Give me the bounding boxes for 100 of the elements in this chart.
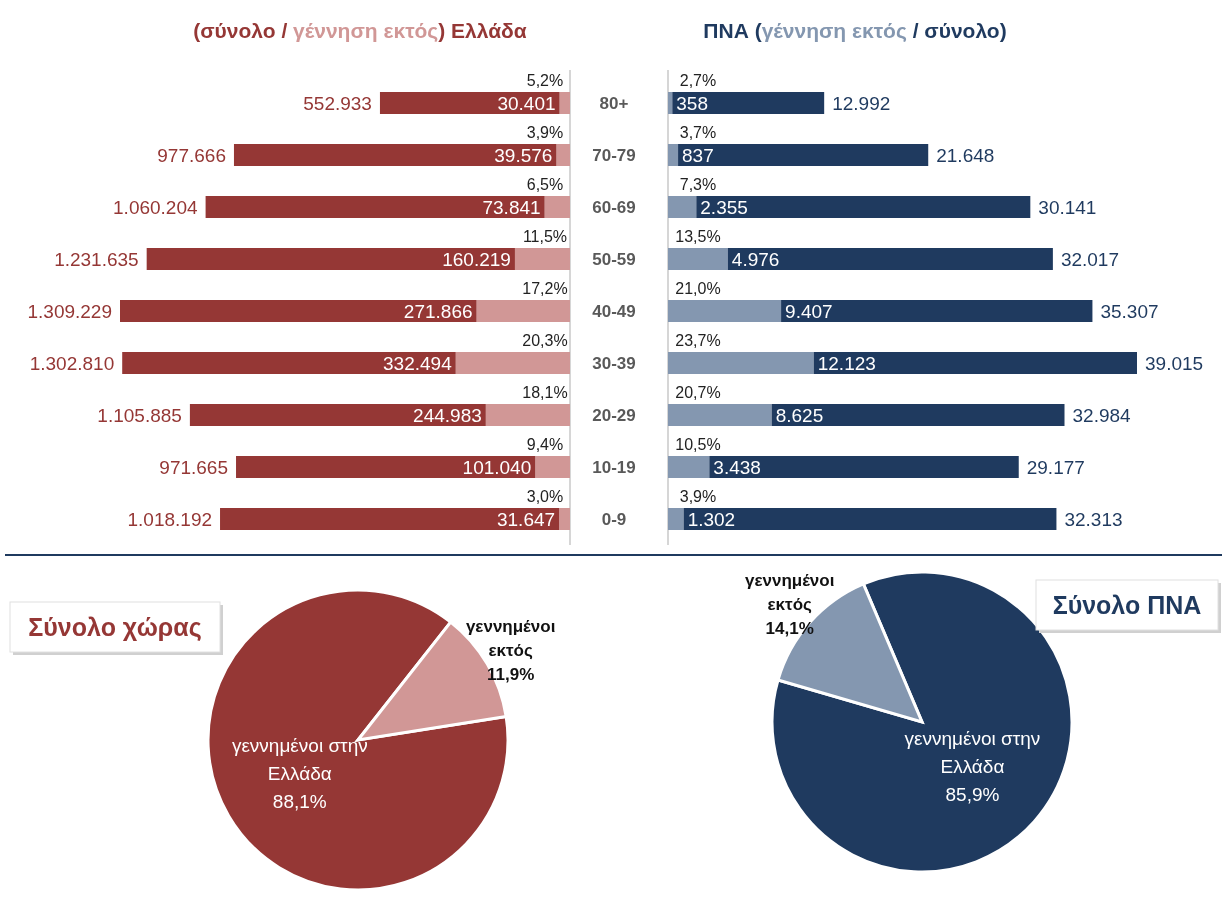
y-tick-label: 50-59	[592, 250, 636, 269]
total-label: 35.307	[1100, 301, 1159, 322]
total-label: 32.984	[1072, 405, 1132, 426]
annotation: 7,3%	[679, 176, 717, 193]
data-label: 11,9%	[487, 665, 535, 685]
annotation: 3,9%	[679, 488, 717, 505]
bar	[696, 196, 1031, 218]
total-label: 977.666	[157, 145, 226, 166]
total-label: 1.018.192	[127, 509, 213, 530]
data-label: 30.401	[497, 93, 556, 114]
bar	[476, 300, 570, 322]
total-label: 971.665	[159, 457, 229, 478]
bar	[455, 352, 570, 374]
annotation: 21,0%	[675, 280, 721, 297]
total-label: 12.992	[832, 93, 891, 114]
bar	[544, 196, 570, 218]
chart-title: (σύνολο / γέννηση εκτός) Ελλάδα	[193, 19, 527, 43]
bar	[668, 144, 679, 166]
bar	[668, 352, 814, 374]
total-label: 1.060.204	[113, 197, 199, 218]
annotation: 3,0%	[526, 488, 564, 505]
bar	[668, 456, 710, 478]
total-label: 552.933	[303, 93, 372, 114]
annotation: 6,5%	[526, 176, 564, 193]
data-label: 88,1%	[272, 791, 327, 813]
y-tick-label: 70-79	[592, 146, 636, 165]
data-label: 9.407	[785, 301, 833, 322]
total-label: 1.302.810	[29, 353, 115, 374]
bar	[559, 92, 570, 114]
total-label: 1.105.885	[97, 405, 182, 426]
data-label: 8.625	[775, 405, 824, 426]
annotation: 2,7%	[679, 72, 717, 89]
annotation: 9,4%	[526, 436, 564, 453]
data-label: 1.302	[687, 509, 736, 530]
text: Σύνολο χώρας	[28, 613, 202, 642]
total-label: 29.177	[1026, 457, 1085, 478]
bar	[514, 248, 570, 270]
annotation: 10,5%	[675, 436, 721, 453]
data-label: 12.123	[817, 353, 876, 374]
y-tick-label: 20-29	[592, 406, 636, 425]
data-label: 31.647	[497, 509, 556, 530]
y-tick-label: 30-39	[592, 354, 636, 373]
data-label: 244.983	[413, 405, 482, 426]
bar	[120, 300, 477, 322]
bar	[781, 300, 1093, 322]
total-label: 30.141	[1038, 197, 1097, 218]
total-label: 32.313	[1064, 509, 1123, 530]
bar	[771, 404, 1065, 426]
bar	[535, 456, 570, 478]
bar	[559, 508, 570, 530]
y-tick-label: 40-49	[592, 302, 636, 321]
total-label: 32.017	[1060, 249, 1119, 270]
bar	[678, 144, 929, 166]
annotation: 17,2%	[522, 280, 568, 297]
bar	[220, 508, 560, 530]
annotation: 5,2%	[526, 72, 564, 89]
bar	[668, 300, 782, 322]
bar	[709, 456, 1019, 478]
slice-label: γεννημένοι εκτός	[744, 571, 835, 615]
data-label: 14,1%	[765, 619, 814, 639]
slice-label: γεννημένοι εκτός	[465, 617, 556, 661]
bar	[379, 92, 560, 114]
bar	[668, 508, 684, 530]
text: Σύνολο ΠΝΑ	[1052, 591, 1202, 619]
bar	[668, 196, 697, 218]
data-label: 837	[682, 145, 714, 166]
bar	[668, 248, 728, 270]
data-label: 332.494	[383, 353, 453, 374]
data-label: 2.355	[700, 197, 748, 218]
bar	[668, 92, 673, 114]
annotation: 20,7%	[675, 384, 721, 401]
data-label: 39.576	[494, 145, 553, 166]
data-label: 3.438	[713, 457, 761, 478]
annotation: 3,7%	[679, 124, 717, 141]
data-label: 4.976	[731, 249, 780, 270]
y-tick-label: 0-9	[601, 510, 627, 529]
bar	[189, 404, 486, 426]
annotation: 18,1%	[522, 384, 568, 401]
chart-title: ΠΝΑ (γέννηση εκτός / σύνολο)	[703, 19, 1007, 43]
annotation: 11,5%	[522, 228, 568, 245]
data-label: 271.866	[403, 301, 473, 322]
slice-label: γεννημένοι στην Ελλάδα	[231, 735, 368, 785]
data-label: 101.040	[462, 457, 532, 478]
y-tick-label: 80+	[599, 94, 629, 113]
total-label: 1.231.635	[54, 249, 139, 270]
total-label: 21.648	[936, 145, 995, 166]
bar	[556, 144, 570, 166]
data-label: 73.841	[482, 197, 541, 218]
data-label: 358	[676, 93, 709, 114]
bar	[485, 404, 570, 426]
annotation: 20,3%	[522, 332, 568, 349]
bar	[683, 508, 1057, 530]
bar	[233, 144, 557, 166]
total-label: 39.015	[1145, 353, 1204, 374]
y-tick-label: 10-19	[592, 458, 636, 477]
bar	[205, 196, 545, 218]
bar	[813, 352, 1137, 374]
slice-label: γεννημένοι στην Ελλάδα	[904, 727, 1041, 777]
bar	[672, 92, 825, 114]
total-label: 1.309.229	[27, 301, 112, 322]
